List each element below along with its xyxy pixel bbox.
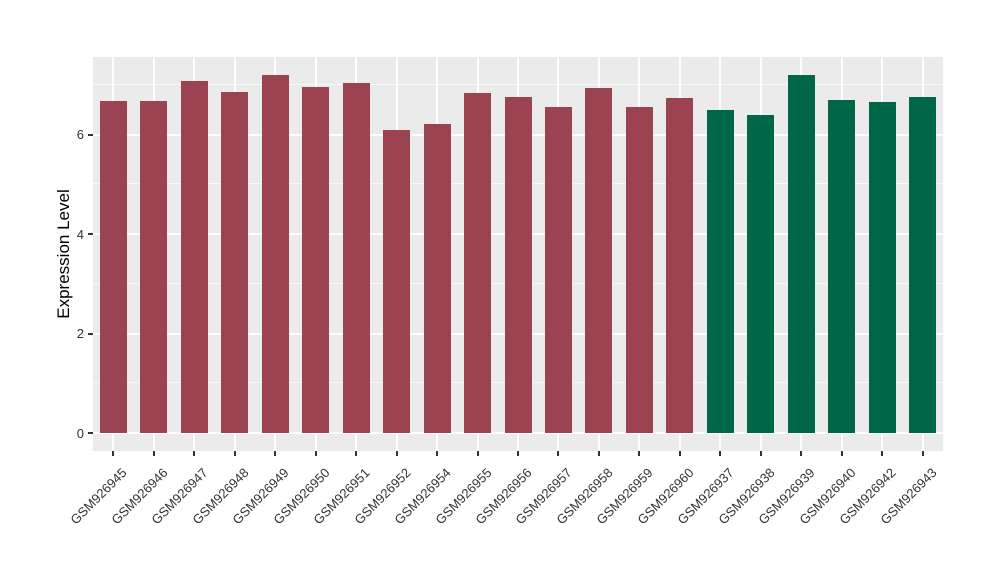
x-tick-mark xyxy=(719,451,722,456)
plot-panel xyxy=(93,57,943,451)
x-tick-mark xyxy=(678,451,681,456)
y-tick-label: 4 xyxy=(76,226,84,242)
bar-GSM926939 xyxy=(787,74,815,433)
bar-GSM926943 xyxy=(909,97,937,433)
x-tick-mark xyxy=(436,451,439,456)
x-tick-mark xyxy=(800,451,803,456)
x-tick-mark xyxy=(759,451,762,456)
bar-GSM926949 xyxy=(261,75,289,433)
x-tick-mark xyxy=(274,451,277,456)
x-tick-mark xyxy=(840,451,843,456)
bar-GSM926956 xyxy=(504,96,532,433)
bar-GSM926954 xyxy=(423,124,451,433)
bar-GSM926945 xyxy=(99,101,127,433)
x-tick-mark xyxy=(152,451,155,456)
y-tick-label: 2 xyxy=(76,326,84,341)
x-tick-mark xyxy=(597,451,600,456)
x-tick-mark xyxy=(233,451,236,456)
y-tick-label: 6 xyxy=(76,127,84,142)
x-tick-mark xyxy=(193,451,196,456)
x-tick-mark xyxy=(638,451,641,456)
bar-GSM926958 xyxy=(585,87,613,433)
x-tick-mark xyxy=(314,451,317,456)
bar-GSM926955 xyxy=(464,93,492,433)
bar-GSM926957 xyxy=(544,107,572,433)
bar-GSM926948 xyxy=(221,91,249,433)
x-tick-mark xyxy=(395,451,398,456)
y-axis-title: Expression Level xyxy=(54,189,73,319)
bar-GSM926960 xyxy=(666,98,694,433)
x-tick-mark xyxy=(517,451,519,456)
bar-GSM926952 xyxy=(383,129,411,433)
x-tick-mark xyxy=(921,451,924,456)
x-tick-mark xyxy=(476,451,479,456)
y-tick-mark xyxy=(88,133,93,136)
bar-GSM926937 xyxy=(706,110,734,433)
bar-GSM926959 xyxy=(625,107,653,433)
y-tick-mark xyxy=(88,432,93,434)
bar-GSM926950 xyxy=(302,87,330,433)
x-tick-mark xyxy=(557,451,560,456)
y-tick-mark xyxy=(88,233,93,235)
bar-GSM926938 xyxy=(747,115,775,433)
bar-GSM926946 xyxy=(140,101,168,433)
bar-GSM926940 xyxy=(828,99,856,433)
y-tick-mark xyxy=(88,332,93,335)
bar-GSM926947 xyxy=(180,80,208,433)
y-tick-label: 0 xyxy=(76,425,84,441)
x-tick-mark xyxy=(355,451,358,456)
x-tick-mark xyxy=(112,451,115,456)
x-axis-labels: GSM926945 GSM926946 GSM926947 GSM926948 GSM9… xyxy=(68,451,943,571)
bar-GSM926942 xyxy=(868,101,896,433)
bar-GSM926951 xyxy=(342,82,370,433)
x-tick-mark xyxy=(881,451,884,456)
